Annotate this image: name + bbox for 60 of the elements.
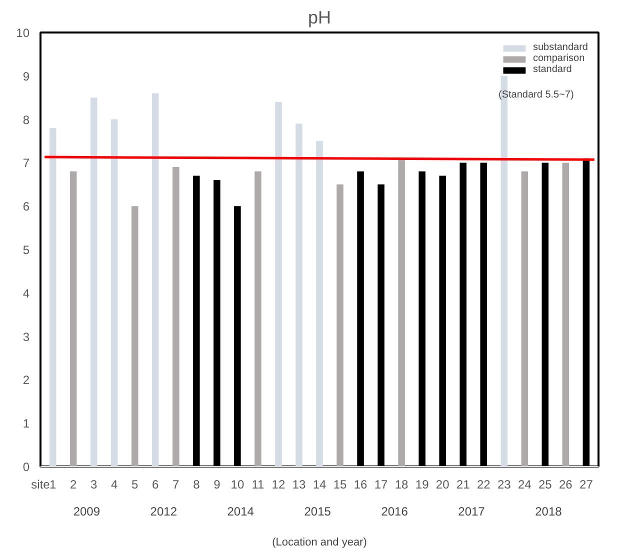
y-tick-label: 2 xyxy=(22,373,30,388)
x-tick-label: 20 xyxy=(436,478,450,492)
bar xyxy=(70,171,77,466)
x-tick-label: 8 xyxy=(193,478,200,492)
y-tick-label: 9 xyxy=(22,69,30,84)
text: 2009 xyxy=(73,504,100,518)
y-tick-label: 7 xyxy=(22,156,30,170)
legend-label: substandard xyxy=(532,42,588,53)
x-tick-label: 14 xyxy=(312,478,326,492)
x-tick-label: 13 xyxy=(292,478,306,492)
x-tick-label: 23 xyxy=(497,478,512,492)
y-tick-label: 4 xyxy=(22,286,30,300)
legend-label: standard xyxy=(532,64,572,75)
x-tick-label: 11 xyxy=(252,478,265,492)
bar xyxy=(398,158,405,466)
y-tick-label: 6 xyxy=(22,200,30,214)
y-tick-label: 3 xyxy=(22,330,30,344)
text: 2016 xyxy=(381,504,408,518)
x-tick-label: 1 xyxy=(49,478,56,492)
legend-label: comparison xyxy=(532,53,585,64)
x-tick-label: 17 xyxy=(374,478,388,492)
x-tick-label: 25 xyxy=(538,478,552,492)
bar xyxy=(562,162,570,466)
y-tick-label: 8 xyxy=(22,112,30,127)
bar xyxy=(131,206,138,466)
text: 2018 xyxy=(535,504,562,518)
x-tick-label: 26 xyxy=(559,478,573,492)
x-tick-label: 3 xyxy=(90,478,98,492)
x-tick-label: 6 xyxy=(152,478,160,492)
text: 2017 xyxy=(458,504,486,518)
x-axis-title: (Location and year) xyxy=(272,536,367,548)
x-tick-label: 4 xyxy=(111,478,118,492)
x-tick-label: 5 xyxy=(132,478,139,492)
chart-title: pH xyxy=(308,8,332,28)
x-tick-label: 15 xyxy=(333,478,348,492)
text: 2014 xyxy=(227,504,254,518)
x-tick-label: 24 xyxy=(518,478,532,492)
text: site xyxy=(31,478,50,492)
x-tick-label: 12 xyxy=(272,478,286,492)
y-tick-label: 1 xyxy=(22,416,30,431)
x-tick-label: 16 xyxy=(354,478,368,492)
y-tick-label: 0 xyxy=(22,460,30,474)
text: 2015 xyxy=(304,504,332,518)
annotation: (Standard 5.5~7) xyxy=(498,90,574,100)
bar xyxy=(521,171,528,466)
x-tick-label: 7 xyxy=(172,478,180,492)
x-tick-label: 21 xyxy=(456,478,470,492)
x-tick-label: 10 xyxy=(230,478,244,492)
bar xyxy=(254,171,262,466)
bar xyxy=(172,167,180,466)
x-tick-label: 2 xyxy=(70,478,77,492)
x-tick-label: 18 xyxy=(394,478,409,492)
bar xyxy=(336,184,344,466)
x-tick-label: 19 xyxy=(415,478,430,492)
x-tick-label: 22 xyxy=(476,478,491,492)
y-tick-label: 5 xyxy=(22,243,30,257)
text: 2012 xyxy=(150,504,178,518)
x-tick-label: 27 xyxy=(580,478,594,492)
y-tick-label: 10 xyxy=(16,26,30,40)
x-tick-label: 9 xyxy=(214,478,221,492)
